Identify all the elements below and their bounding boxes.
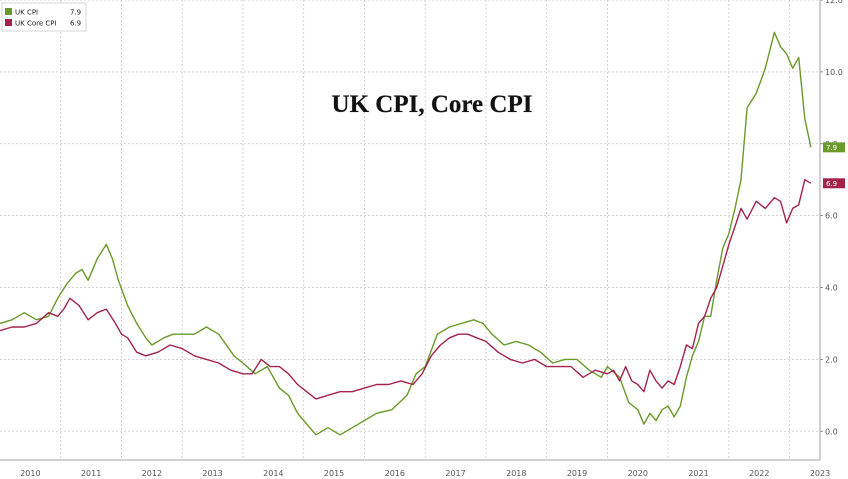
grid-lines [0,0,820,460]
x-tick-label: 2015 [324,469,344,478]
chart-title: UK CPI, Core CPI [332,91,533,118]
y-tick-label: 2.0 [825,355,838,364]
x-tick-label: 2013 [202,469,222,478]
uk-cpi-line [0,31,812,436]
legend-series-name: UK Core CPI [15,20,57,28]
x-tick-label: 2019 [567,469,587,478]
legend-last-value: 6.9 [70,20,81,28]
series-lines [0,31,812,436]
x-tick-label: 2010 [20,469,40,478]
legend: UK CPI 7.9 UK Core CPI 6.9 [1,2,87,32]
x-tick-label: 2023 [810,469,830,478]
x-tick-label: 2018 [506,469,526,478]
x-tick-label: 2014 [263,469,283,478]
last-value-label: 6.9 [826,180,837,188]
y-tick-label: 4.0 [825,284,838,293]
last-value-label: 7.9 [826,144,837,152]
uk-core-cpi-last-tag [823,178,845,189]
x-tick-label: 2021 [688,469,708,478]
y-tick-label: 12.0 [825,0,843,5]
uk-core-cpi-line [0,178,812,400]
y-tick-label: 6.0 [825,212,838,221]
x-tick-label: 2011 [81,469,101,478]
legend-last-value: 7.9 [70,9,81,17]
legend-swatch [5,8,12,15]
legend-box [1,2,87,32]
legend-series-name: UK CPI [15,9,38,17]
x-tick-label: 2022 [749,469,769,478]
legend-swatch [5,19,12,26]
x-tick-label: 2016 [385,469,405,478]
y-tick-label: 10.0 [825,68,843,77]
x-tick-label: 2017 [445,469,465,478]
uk-cpi-last-tag [823,142,845,153]
y-tick-label: 0.0 [825,427,838,436]
x-tick-label: 2020 [628,469,648,478]
x-tick-label: 2012 [142,469,162,478]
last-value-tags: 7.9 6.9 [823,142,845,189]
